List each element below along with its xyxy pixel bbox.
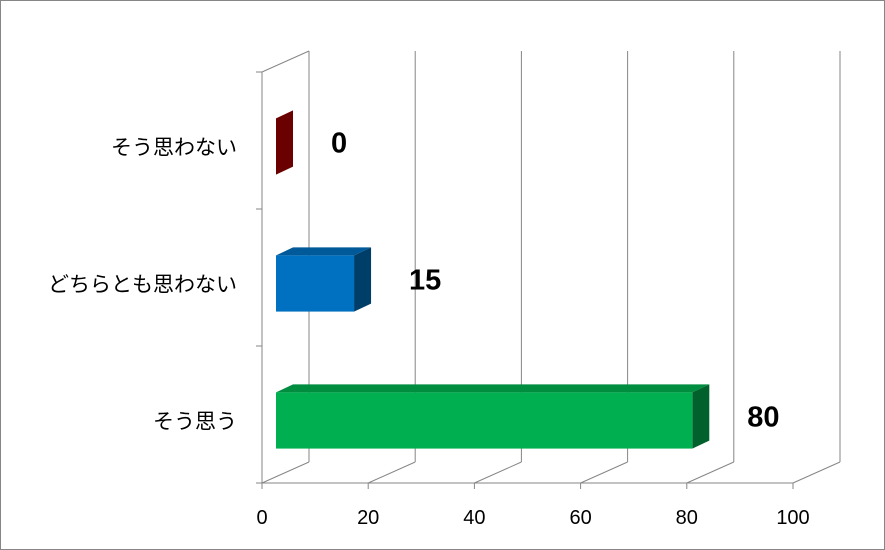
bar-2-side	[354, 247, 372, 312]
side-wall-top-edge	[261, 50, 310, 73]
x-tick-label: 100	[776, 507, 809, 529]
bar-3-top	[276, 384, 710, 393]
floor-gridline-100	[792, 461, 841, 484]
bar-2	[276, 255, 355, 312]
x-tick-label: 20	[357, 507, 379, 529]
bar-1-side	[276, 110, 293, 175]
floor-gridline-40	[474, 461, 522, 484]
x-tick-label: 0	[256, 507, 267, 529]
bar-3-side	[692, 384, 710, 449]
x-tick-label: 60	[569, 507, 591, 529]
x-tick-label: 80	[676, 507, 698, 529]
x-tick-label: 40	[463, 507, 485, 529]
floor-gridline-60	[580, 461, 628, 484]
floor-gridline-20	[367, 461, 416, 484]
floor-gridline-80	[686, 461, 735, 484]
data-label: 0	[331, 128, 347, 160]
bar-2-top	[276, 247, 372, 256]
data-label: 80	[747, 402, 779, 434]
category-label: そう思わない	[111, 136, 237, 160]
category-label: そう思う	[153, 410, 237, 434]
category-label: どちらとも思わない	[48, 273, 237, 297]
bar-3	[276, 392, 693, 449]
floor-gridline-0	[261, 461, 310, 484]
data-label: 15	[409, 265, 441, 297]
